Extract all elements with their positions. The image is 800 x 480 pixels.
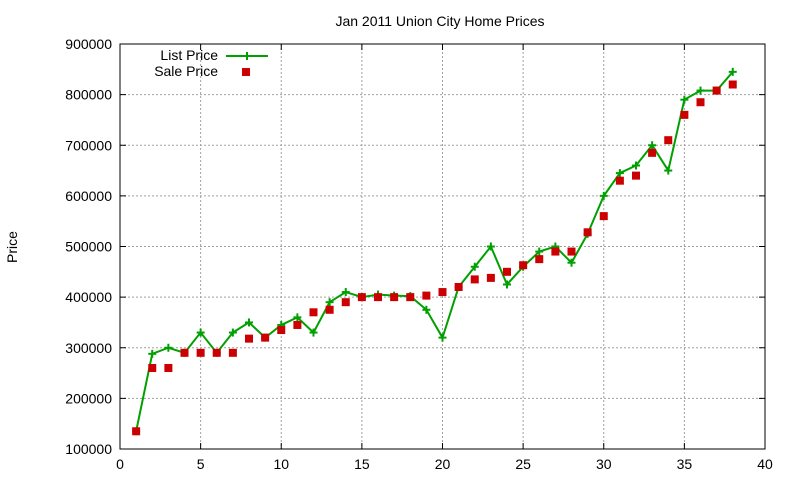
sale-price-point [680, 110, 689, 119]
sale-price-point [164, 364, 173, 372]
list-price-point [599, 191, 608, 200]
sale-price-point [374, 293, 382, 302]
list-price-series [132, 67, 737, 436]
sale-price-point [551, 247, 560, 256]
list-price-point [293, 313, 302, 322]
plot-frame [119, 43, 766, 450]
sale-price-point [261, 333, 270, 342]
sale-price-point [148, 364, 157, 372]
y-tick-label: 600000 [65, 188, 112, 204]
list-price-point [196, 328, 205, 337]
sale-price-point [503, 267, 511, 276]
sale-price-point [583, 228, 592, 237]
y-tick-label: 400000 [65, 289, 112, 305]
legend-marker-sale-price [242, 68, 250, 76]
chart-title: Jan 2011 Union City Home Prices [335, 13, 544, 29]
sale-price-point [390, 293, 399, 302]
x-tick-label: 10 [273, 456, 289, 472]
sale-price-point [309, 308, 318, 317]
sale-price-point [728, 80, 737, 89]
grid-lines [120, 44, 765, 449]
y-tick-label: 500000 [65, 239, 112, 255]
list-price-point [615, 169, 624, 178]
x-tick-label: 30 [596, 456, 612, 472]
sale-price-point [712, 86, 721, 95]
x-tick-label: 35 [677, 456, 693, 472]
sale-price-point [438, 288, 447, 297]
list-price-point [680, 95, 689, 104]
list-price-point [632, 161, 640, 170]
sale-price-point [196, 348, 205, 357]
list-price-point [648, 141, 657, 150]
sale-price-point [664, 136, 673, 145]
sale-price-point [599, 212, 608, 221]
list-price-point [341, 288, 350, 297]
sale-price-series [132, 80, 737, 436]
x-tick-label: 20 [435, 456, 451, 472]
sale-price-point [519, 261, 528, 270]
y-tick-label: 900000 [65, 36, 112, 52]
sale-price-point [615, 176, 624, 185]
list-price-point [503, 280, 511, 289]
x-tick-label: 0 [116, 456, 124, 472]
y-tick-label: 700000 [65, 137, 112, 153]
sale-price-point [696, 98, 705, 107]
y-tick-label: 300000 [65, 340, 112, 356]
sale-price-point [535, 255, 544, 264]
legend-label-list-price: List Price [160, 47, 218, 63]
y-tick-label: 800000 [65, 87, 112, 103]
sale-price-point [325, 305, 334, 314]
sale-price-point [357, 293, 366, 302]
list-price-point [438, 333, 447, 342]
list-price-point [696, 86, 705, 95]
list-price-line [135, 71, 734, 432]
sale-price-point [632, 171, 640, 180]
x-axis-ticks: 0 5 10 15 20 25 30 35 40 [116, 44, 773, 472]
y-tick-label: 100000 [65, 441, 112, 457]
sale-price-point [228, 348, 237, 357]
legend-label-sale-price: Sale Price [154, 63, 218, 79]
sale-price-point [132, 427, 141, 436]
y-axis-label: Price [4, 231, 20, 263]
sale-price-point [470, 275, 479, 284]
list-price-point [148, 349, 157, 358]
x-tick-label: 15 [354, 456, 370, 472]
sale-price-point [648, 148, 657, 157]
list-price-point [228, 328, 237, 337]
sale-price-point [422, 291, 431, 300]
x-tick-label: 5 [197, 456, 205, 472]
list-price-point [245, 318, 253, 327]
sale-price-point [406, 293, 415, 302]
sale-price-point [245, 334, 253, 343]
legend-marker-list-price [243, 52, 251, 60]
list-price-point [664, 166, 673, 175]
legend: List Price Sale Price [154, 47, 268, 79]
sale-price-point [212, 348, 221, 357]
list-price-point [470, 262, 479, 271]
sale-price-point [567, 247, 576, 256]
x-tick-label: 25 [515, 456, 531, 472]
sale-price-point [341, 298, 350, 307]
sale-price-point [293, 320, 302, 329]
list-price-point [422, 305, 431, 314]
sale-price-point [277, 326, 286, 335]
list-price-point [325, 298, 334, 307]
y-tick-label: 200000 [65, 390, 112, 406]
list-price-point [535, 247, 544, 256]
sale-price-point [454, 283, 463, 291]
sale-price-point [486, 273, 495, 282]
list-price-point [164, 343, 173, 352]
sale-price-point [180, 348, 189, 357]
list-price-point [567, 258, 576, 267]
list-price-point [728, 67, 737, 76]
x-tick-label: 40 [757, 456, 773, 472]
list-price-point [486, 242, 495, 251]
list-price-point [309, 328, 318, 337]
